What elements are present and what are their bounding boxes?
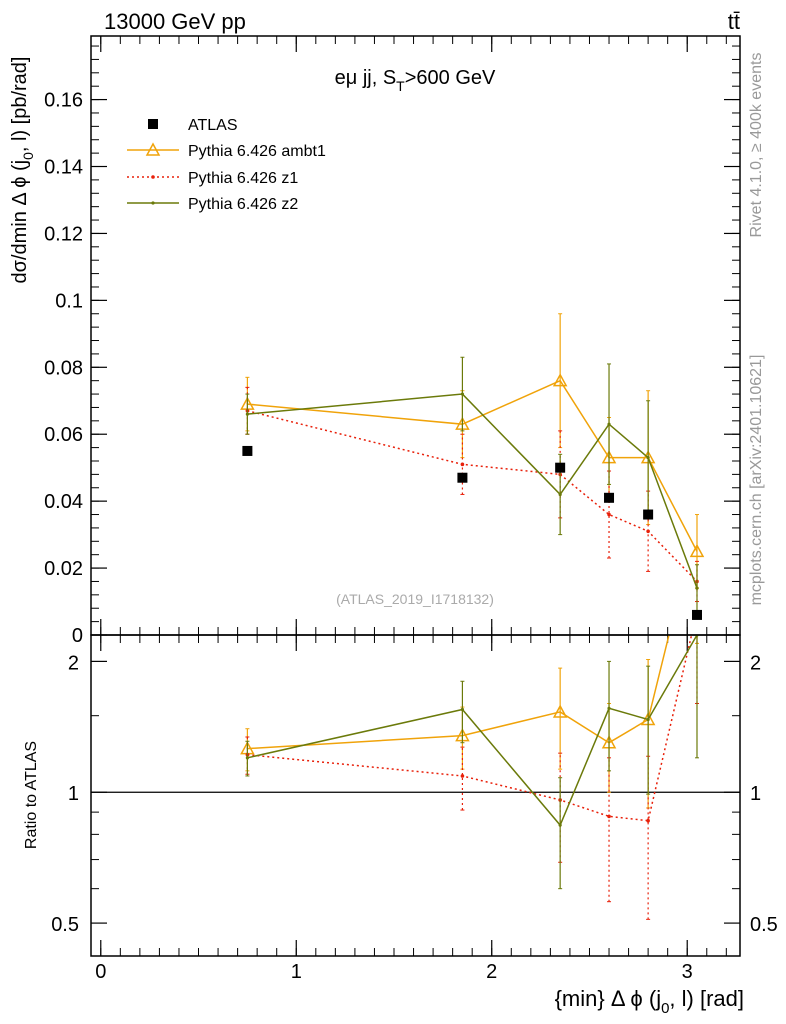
point-z2 — [558, 823, 562, 827]
point-atlas — [643, 509, 654, 520]
x-tick-label: 0 — [95, 961, 106, 983]
legend-label: Pythia 6.426 z1 — [188, 170, 298, 187]
header-right: tt̄ — [728, 9, 740, 34]
main-y-tick-label: 0.12 — [44, 223, 83, 245]
mcplots-label: mcplots.cern.ch [arXiv:2401.10621] — [748, 355, 765, 606]
main-title: eμ jj, ST>600 GeV — [335, 67, 496, 94]
legend-marker-z1 — [151, 175, 155, 179]
x-axis-label: {min} Δ ϕ (j0, l) [rad] — [555, 986, 744, 1017]
point-z2 — [558, 492, 562, 497]
ratio-series-group — [240, 635, 699, 920]
ratio-y-tick-label-right: 1 — [750, 783, 761, 805]
rivet-label: Rivet 4.1.0, ≥ 400k events — [748, 53, 765, 238]
point-z2 — [646, 717, 650, 722]
series-line-z2 — [247, 635, 698, 827]
x-tick-label: 1 — [291, 961, 302, 983]
point-z2 — [460, 707, 465, 712]
point-atlas — [691, 609, 702, 620]
ratio-frame — [90, 634, 741, 957]
legend-marker-atlas — [148, 119, 158, 129]
x-tick-label: 3 — [682, 961, 693, 983]
point-z1 — [460, 774, 465, 778]
legend: ATLAS Pythia 6.426 ambt1 Pythia 6.426 z1 Py… — [127, 117, 326, 213]
point-z2 — [245, 756, 249, 760]
main-y-tick-label: 0 — [72, 625, 83, 647]
point-z1 — [607, 512, 611, 517]
analysis-watermark: (ATLAS_2019_I1718132) — [336, 591, 494, 607]
point-atlas — [604, 492, 615, 503]
series-line-z1 — [247, 635, 693, 822]
main-y-axis-label: dσ/dmin Δ ϕ (j0, l) [pb/rad] — [9, 56, 36, 283]
main-y-tick-label: 0.08 — [44, 357, 83, 379]
point-z1 — [607, 814, 611, 819]
legend-marker-ambt1 — [145, 142, 161, 156]
ratio-y-tick-label-right: 0.5 — [750, 914, 778, 936]
point-ambt1 — [552, 704, 568, 718]
point-z1 — [460, 462, 465, 467]
point-atlas — [555, 462, 566, 473]
legend-label: Pythia 6.426 z2 — [188, 196, 298, 213]
point-ambt1 — [689, 543, 705, 558]
point-z2 — [607, 422, 611, 426]
main-y-tick-label: 0.06 — [44, 424, 83, 446]
ratio-y-tick-label: 1 — [68, 783, 79, 805]
main-y-tick-label: 0.14 — [44, 157, 83, 179]
point-ambt1 — [552, 373, 568, 387]
main-y-tick-label: 0.1 — [55, 290, 83, 312]
series-line-z2 — [247, 393, 698, 589]
ratio-y-tick-label: 2 — [68, 652, 79, 674]
point-z2 — [607, 706, 611, 710]
ratio-panel: Ratio to ATLAS {min} Δ ϕ (j0, l) [rad] 0… — [23, 634, 778, 1017]
point-atlas — [242, 445, 253, 456]
point-z1 — [646, 818, 650, 823]
main-series-group — [240, 313, 705, 613]
point-z2 — [646, 456, 650, 460]
ratio-y-tick-label-right: 2 — [750, 652, 761, 674]
point-z1 — [646, 529, 650, 534]
point-z2 — [460, 392, 465, 396]
ratio-y-axis-label: Ratio to ATLAS — [23, 741, 40, 849]
x-tick-label: 2 — [486, 961, 497, 983]
series-line-z1 — [247, 410, 698, 582]
point-z2 — [245, 412, 249, 416]
main-y-tick-label: 0.02 — [44, 558, 83, 580]
header-left: 13000 GeV pp — [104, 9, 246, 34]
main-panel: eμ jj, ST>600 GeV (ATLAS_2019_I1718132) … — [9, 35, 741, 647]
series-line-ambt1 — [247, 635, 670, 750]
main-y-tick-label: 0.16 — [44, 90, 83, 112]
point-z2 — [695, 586, 699, 590]
legend-label: Pythia 6.426 ambt1 — [188, 143, 326, 160]
legend-label: ATLAS — [188, 117, 238, 134]
legend-marker-z2 — [151, 201, 155, 205]
point-atlas — [457, 472, 468, 483]
series-line-ambt1 — [247, 379, 698, 552]
main-y-tick-label: 0.04 — [44, 491, 83, 513]
ratio-y-tick-label: 0.5 — [51, 914, 79, 936]
